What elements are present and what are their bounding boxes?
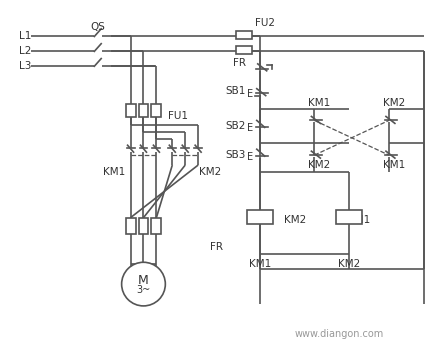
Text: 3~: 3~ xyxy=(136,285,150,295)
Text: QS: QS xyxy=(90,22,105,32)
Text: KM1: KM1 xyxy=(103,167,125,177)
Text: FU1: FU1 xyxy=(169,111,188,121)
Bar xyxy=(125,104,136,117)
Text: www.diangon.com: www.diangon.com xyxy=(295,329,384,339)
Text: FR: FR xyxy=(233,58,246,68)
Text: FU2: FU2 xyxy=(255,18,275,28)
Text: FR: FR xyxy=(210,243,223,253)
Text: E: E xyxy=(247,152,253,162)
Text: L2: L2 xyxy=(19,46,32,56)
Text: L1: L1 xyxy=(19,31,32,41)
Bar xyxy=(139,218,148,234)
Bar xyxy=(139,104,148,117)
Text: M: M xyxy=(138,274,149,287)
Bar xyxy=(236,46,252,54)
Text: E: E xyxy=(247,89,253,99)
Text: KM1: KM1 xyxy=(308,98,330,108)
Text: SB1: SB1 xyxy=(225,86,246,96)
Bar xyxy=(125,218,136,234)
Bar xyxy=(151,218,161,234)
Bar xyxy=(336,210,362,224)
Bar xyxy=(151,104,161,117)
Text: KM2: KM2 xyxy=(284,215,307,225)
Bar xyxy=(236,31,252,39)
Text: E: E xyxy=(247,124,253,134)
Text: KM2: KM2 xyxy=(308,160,330,170)
Text: L3: L3 xyxy=(19,61,32,71)
Text: SB2: SB2 xyxy=(225,121,246,131)
Text: SB3: SB3 xyxy=(225,150,246,160)
Text: KM2: KM2 xyxy=(383,98,405,108)
Text: KM1: KM1 xyxy=(249,259,271,269)
Text: KM2: KM2 xyxy=(199,167,221,177)
Text: KM1: KM1 xyxy=(383,160,405,170)
Circle shape xyxy=(121,262,165,306)
Text: KM1: KM1 xyxy=(348,215,370,225)
Bar xyxy=(247,210,273,224)
Text: KM2: KM2 xyxy=(338,259,360,269)
